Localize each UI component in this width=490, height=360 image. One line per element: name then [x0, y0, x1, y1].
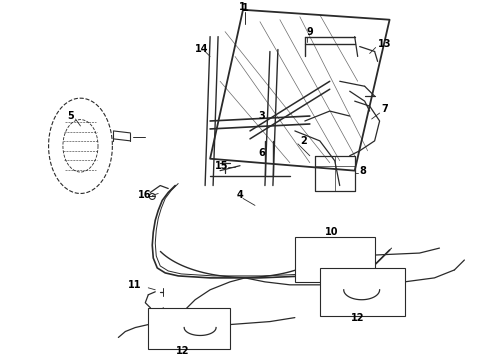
Text: 4: 4: [237, 190, 244, 201]
Text: 1: 1: [239, 2, 245, 12]
Text: 5: 5: [68, 111, 74, 121]
Text: 2: 2: [300, 136, 307, 146]
Text: 7: 7: [382, 104, 389, 114]
Text: 10: 10: [325, 227, 338, 237]
Bar: [295, 237, 375, 282]
Text: 6: 6: [258, 148, 265, 158]
Text: 13: 13: [378, 39, 391, 49]
Text: 16: 16: [138, 190, 152, 201]
Text: 12: 12: [351, 312, 365, 323]
Text: 15: 15: [215, 161, 229, 171]
Text: 14: 14: [195, 44, 209, 54]
Text: 1: 1: [242, 3, 248, 13]
Text: 9: 9: [307, 27, 314, 37]
Text: 8: 8: [360, 166, 367, 176]
Bar: [148, 308, 230, 349]
Text: 11: 11: [128, 280, 142, 290]
Bar: [320, 268, 405, 316]
Text: 12: 12: [176, 346, 190, 356]
Text: 3: 3: [258, 111, 265, 121]
